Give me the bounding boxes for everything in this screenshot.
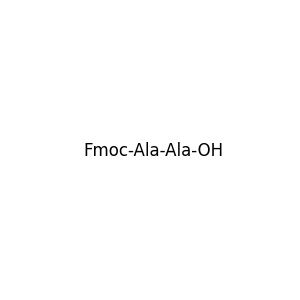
Text: Fmoc-Ala-Ala-OH: Fmoc-Ala-Ala-OH (84, 142, 224, 160)
